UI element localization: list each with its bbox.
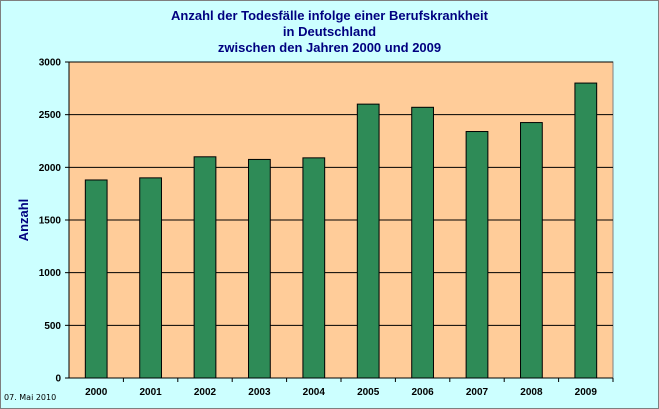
x-tick-label: 2002 [194, 387, 217, 398]
x-tick-label: 2001 [139, 387, 162, 398]
bar [520, 122, 543, 379]
chart-title-line-3: zwischen den Jahren 2000 und 2009 [217, 40, 442, 55]
y-tick-label: 1000 [39, 268, 62, 279]
bar [411, 106, 434, 379]
x-tick-label: 2000 [85, 387, 108, 398]
y-tick-label: 2000 [39, 163, 62, 174]
bar [139, 177, 162, 379]
x-tick-label: 2007 [466, 387, 489, 398]
x-tick-label: 2003 [248, 387, 271, 398]
chart-title-line-1: Anzahl der Todesfälle infolge einer Beru… [171, 8, 488, 23]
y-tick-label: 1500 [39, 216, 62, 227]
y-tick-label: 500 [44, 321, 61, 332]
x-tick-label: 2009 [575, 387, 598, 398]
x-tick-label: 2005 [357, 387, 380, 398]
x-tick-label: 2008 [520, 387, 543, 398]
bar [465, 131, 489, 379]
bar [574, 82, 598, 379]
y-axis-label: Anzahl [16, 199, 31, 242]
y-tick-label: 2500 [39, 110, 62, 121]
bar [302, 157, 326, 379]
bar [356, 103, 380, 379]
chart-title-line-2: in Deutschland [282, 24, 377, 39]
y-tick-label: 3000 [39, 58, 62, 69]
bar [248, 158, 271, 379]
bar [193, 156, 217, 379]
date-footnote: 07. Mai 2010 [4, 393, 57, 402]
x-tick-label: 2004 [303, 387, 326, 398]
y-tick-label: 0 [55, 374, 61, 385]
x-tick-label: 2006 [411, 387, 434, 398]
bar [84, 179, 108, 379]
